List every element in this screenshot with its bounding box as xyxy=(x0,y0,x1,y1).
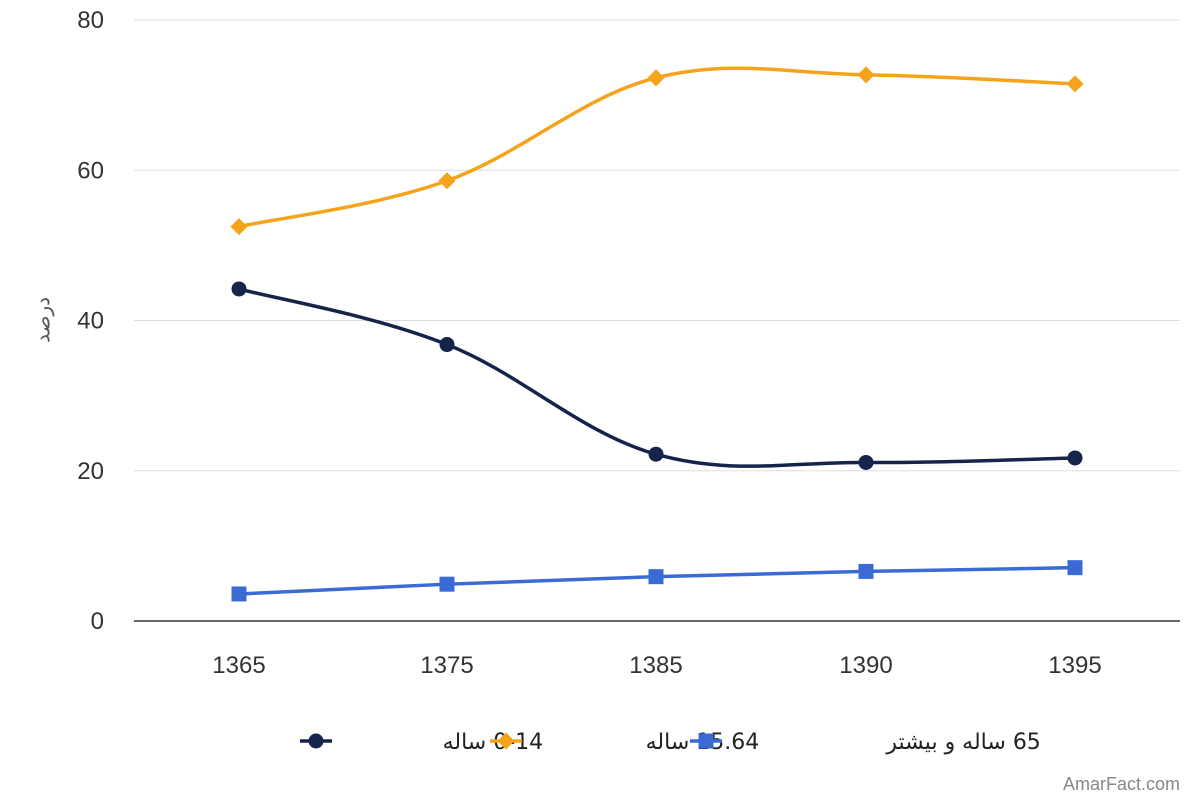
data-point xyxy=(1067,560,1083,576)
y-tick-label: 40 xyxy=(77,308,104,335)
x-tick-labels: 1365 1375 1385 1390 1395 xyxy=(212,652,1101,679)
series-layer xyxy=(230,66,1084,602)
data-point xyxy=(857,66,875,84)
data-point xyxy=(231,281,247,297)
data-point xyxy=(1066,75,1084,93)
x-tick-label: 1365 xyxy=(212,652,265,679)
data-point xyxy=(439,337,455,353)
y-tick-labels: 0 20 40 60 80 xyxy=(77,7,104,635)
y-tick-label: 60 xyxy=(77,157,104,184)
data-point xyxy=(647,69,665,87)
x-tick-label: 1390 xyxy=(839,652,892,679)
series-2 xyxy=(230,66,1084,236)
watermark-text: AmarFact.com xyxy=(1063,774,1180,794)
data-point xyxy=(648,569,664,585)
series-line xyxy=(238,66,1076,229)
y-tick-label: 80 xyxy=(77,7,104,34)
data-point xyxy=(439,576,455,592)
legend-item: 65 ساله و بیشتر xyxy=(690,730,1041,755)
x-tick-label: 1395 xyxy=(1048,652,1101,679)
x-tick-label: 1375 xyxy=(420,652,473,679)
series-1 xyxy=(231,281,1083,470)
y-tick-label: 20 xyxy=(77,458,104,485)
data-point xyxy=(648,446,664,462)
data-point xyxy=(858,454,874,470)
x-tick-label: 1385 xyxy=(629,652,682,679)
y-tick-label: 0 xyxy=(91,608,104,635)
data-point xyxy=(230,218,248,236)
data-point xyxy=(1067,450,1083,466)
series-line xyxy=(238,287,1076,468)
series-3 xyxy=(231,560,1083,602)
gridlines xyxy=(134,19,1180,472)
legend-swatch-marker xyxy=(497,732,515,750)
legend-swatch-marker xyxy=(698,733,714,749)
legend-swatch-marker xyxy=(308,733,324,749)
data-point xyxy=(858,563,874,579)
legend-label: 65 ساله و بیشتر xyxy=(885,730,1040,755)
data-point xyxy=(231,586,247,602)
data-point xyxy=(438,172,456,190)
y-axis-label: درصد xyxy=(31,297,55,343)
